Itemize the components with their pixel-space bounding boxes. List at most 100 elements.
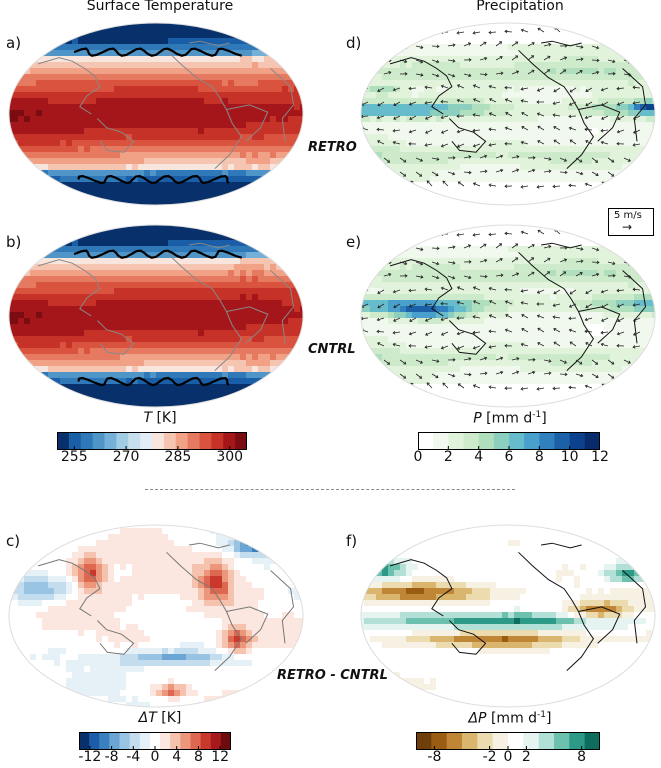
wind-scale-arrow: → (622, 220, 633, 234)
colorbar-segment (235, 432, 247, 450)
colorbar-border (57, 432, 247, 450)
colorbar-title-temperature: T [K] (100, 410, 220, 426)
colorbar-ticks-temperature: 255 270 285 300 (57, 449, 247, 467)
colorbar-segment (149, 732, 161, 750)
colorbar-precipitation (418, 432, 600, 450)
colorbar-tick-label: 8 (534, 449, 544, 465)
colorbar-segment (119, 732, 131, 750)
colorbar-ticks-precipitation: 0 2 4 6 8 10 12 (414, 449, 609, 467)
colorbar-tick-label: -12 (78, 749, 102, 765)
colorbar-segment (200, 732, 212, 750)
panel-label-b: b) (6, 233, 22, 251)
colorbar-segment (175, 432, 189, 450)
colorbar-segment (462, 732, 478, 750)
colorbar-segment (539, 432, 555, 450)
panel-label-f: f) (346, 532, 358, 550)
colorbar-segment (79, 732, 90, 750)
colorbar-title-precipitation-difference: ΔP [mm d-1] (440, 710, 580, 727)
colorbar-ticks-temperature-difference: -12 -8 -4 0 4 8 12 (78, 749, 231, 767)
colorbar-segment (446, 732, 463, 750)
colorbar-segment (220, 732, 231, 750)
colorbar-segment (418, 432, 434, 450)
colorbar-segment (199, 432, 212, 450)
colorbar-var-temperature: T (143, 410, 152, 426)
panel-label-d: d) (346, 34, 362, 52)
colorbar-tick-label: 8 (577, 749, 587, 765)
colorbar-segment (163, 432, 177, 450)
colorbar-segment (92, 432, 105, 450)
temperature-map-cntrl (8, 224, 304, 408)
run-label-retro: RETRO (308, 140, 357, 155)
colorbar-segment (433, 432, 449, 450)
colorbar-tick-label: 8 (193, 749, 203, 765)
map-field (9, 525, 303, 707)
colorbar-tick-label: 6 (504, 449, 514, 465)
colorbar-unit-exponent-precipitation-difference: -1 (537, 710, 547, 720)
map-outline (8, 224, 304, 408)
colorbar-segment (57, 432, 70, 450)
colorbar-segment (538, 732, 555, 750)
colorbar-segment (416, 732, 432, 750)
colorbar-tick-label: -8 (427, 749, 442, 765)
map-field (9, 225, 303, 407)
colorbar-segment (448, 432, 464, 450)
colorbar-segment (523, 732, 540, 750)
colorbar-segment (478, 432, 495, 450)
colorbar-var-precipitation: P (473, 410, 482, 427)
colorbar-precipitation-difference (416, 732, 600, 750)
map-outline (360, 524, 656, 708)
map-outline (360, 22, 656, 206)
colorbar-segment (508, 732, 524, 750)
colorbar-segment (68, 432, 82, 450)
column-title-precipitation: Precipitation (476, 0, 564, 14)
colorbar-segment (128, 432, 141, 450)
colorbar-segment (170, 732, 181, 750)
colorbar-segment (139, 732, 151, 750)
colorbar-segment (509, 432, 525, 450)
colorbar-segment (89, 732, 100, 750)
colorbar-ticks-precipitation-difference: -8 -2 0 2 8 (416, 749, 600, 767)
colorbar-tick-label: 4 (474, 449, 484, 465)
colorbar-temperature (57, 432, 247, 450)
panel-label-e: e) (346, 233, 362, 251)
colorbar-segment (524, 432, 540, 450)
colorbar-title-precipitation: P [mm d-1] (440, 410, 580, 427)
colorbar-segment (554, 432, 571, 450)
map-outline (360, 224, 656, 408)
panel-label-c: c) (6, 532, 21, 550)
colorbar-segment (584, 732, 600, 750)
temperature-map-retro (8, 22, 304, 206)
colorbar-tick-label: -8 (104, 749, 119, 765)
colorbar-unit-precipitation-difference: [mm d (486, 710, 538, 727)
colorbar-segment (554, 732, 570, 750)
colorbar-temperature-difference (79, 732, 231, 750)
colorbar-tick-label: -2 (482, 749, 497, 765)
map-outline (8, 22, 304, 206)
colorbar-tick-label: 300 (216, 449, 244, 465)
colorbar-segment (180, 732, 191, 750)
panel-label-a: a) (6, 34, 22, 52)
temperature-difference-map (8, 524, 304, 708)
colorbar-segment (463, 432, 480, 450)
colorbar-segment (431, 732, 448, 750)
colorbar-segment (99, 732, 110, 750)
colorbar-segment (116, 432, 129, 450)
wind-scale-legend: 5 m/s → (608, 208, 654, 236)
colorbar-title-temperature-difference: ΔT [K] (100, 710, 220, 726)
map-field (9, 23, 303, 205)
colorbar-tick-label: 285 (164, 449, 192, 465)
colorbar-tick-label: 10 (560, 449, 579, 465)
colorbar-segment (80, 432, 94, 450)
colorbar-segment (210, 732, 222, 750)
colorbar-var-precipitation-difference: ΔP (468, 710, 487, 727)
run-label-difference: RETRO - CNTRL (277, 668, 388, 683)
precipitation-map-retro (360, 22, 656, 206)
colorbar-segment (190, 732, 202, 750)
colorbar-segment (160, 732, 171, 750)
colorbar-segment (584, 432, 600, 450)
precipitation-map-cntrl (360, 224, 656, 408)
section-separator (145, 489, 515, 490)
colorbar-unit-exponent-precipitation: -1 (532, 410, 542, 420)
colorbar-segment (104, 432, 117, 450)
colorbar-unit-temperature-difference: [K] (156, 710, 182, 726)
